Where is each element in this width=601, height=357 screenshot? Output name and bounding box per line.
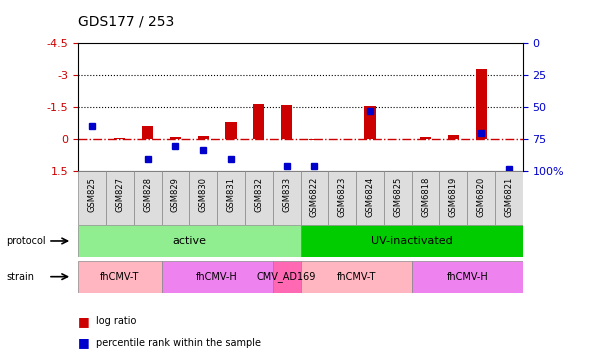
Text: GSM825: GSM825 xyxy=(88,177,97,212)
FancyBboxPatch shape xyxy=(384,171,412,225)
Bar xyxy=(225,122,237,139)
Text: ■: ■ xyxy=(78,336,90,349)
Text: strain: strain xyxy=(6,272,34,282)
Text: GSM6818: GSM6818 xyxy=(421,177,430,217)
Text: GSM6819: GSM6819 xyxy=(449,177,458,217)
Text: GSM831: GSM831 xyxy=(227,177,236,212)
Bar xyxy=(198,136,209,139)
Text: ■: ■ xyxy=(78,315,90,328)
FancyBboxPatch shape xyxy=(78,171,106,225)
Text: GSM6825: GSM6825 xyxy=(393,177,402,217)
FancyBboxPatch shape xyxy=(78,261,162,293)
Text: GSM827: GSM827 xyxy=(115,177,124,212)
FancyBboxPatch shape xyxy=(412,171,439,225)
FancyBboxPatch shape xyxy=(412,261,523,293)
Text: UV-inactivated: UV-inactivated xyxy=(371,236,453,246)
Bar xyxy=(309,139,320,140)
Bar xyxy=(364,106,376,139)
Text: GSM6821: GSM6821 xyxy=(504,177,513,217)
FancyBboxPatch shape xyxy=(189,171,217,225)
Text: GSM832: GSM832 xyxy=(254,177,263,212)
Text: GSM828: GSM828 xyxy=(143,177,152,212)
FancyBboxPatch shape xyxy=(300,261,412,293)
FancyBboxPatch shape xyxy=(273,171,300,225)
FancyBboxPatch shape xyxy=(217,171,245,225)
Text: GSM6823: GSM6823 xyxy=(338,177,347,217)
FancyBboxPatch shape xyxy=(162,261,273,293)
Bar xyxy=(281,105,292,139)
Text: fhCMV-T: fhCMV-T xyxy=(100,272,139,282)
Text: active: active xyxy=(172,236,206,246)
Text: GSM829: GSM829 xyxy=(171,177,180,212)
Text: fhCMV-H: fhCMV-H xyxy=(197,272,238,282)
Text: GDS177 / 253: GDS177 / 253 xyxy=(78,15,174,29)
Text: GSM830: GSM830 xyxy=(199,177,208,212)
FancyBboxPatch shape xyxy=(106,171,134,225)
Bar xyxy=(253,104,264,139)
Bar xyxy=(142,126,153,139)
Text: GSM833: GSM833 xyxy=(282,177,291,212)
FancyBboxPatch shape xyxy=(495,171,523,225)
Text: fhCMV-T: fhCMV-T xyxy=(337,272,376,282)
FancyBboxPatch shape xyxy=(273,261,300,293)
Text: protocol: protocol xyxy=(6,236,46,246)
Text: fhCMV-H: fhCMV-H xyxy=(447,272,488,282)
Text: GSM6822: GSM6822 xyxy=(310,177,319,217)
FancyBboxPatch shape xyxy=(245,171,273,225)
Bar xyxy=(420,137,431,139)
Text: GSM6824: GSM6824 xyxy=(365,177,374,217)
Text: GSM6820: GSM6820 xyxy=(477,177,486,217)
Text: percentile rank within the sample: percentile rank within the sample xyxy=(96,338,261,348)
Bar xyxy=(170,137,181,139)
FancyBboxPatch shape xyxy=(468,171,495,225)
Text: log ratio: log ratio xyxy=(96,316,136,326)
FancyBboxPatch shape xyxy=(162,171,189,225)
Bar xyxy=(114,138,126,139)
Text: CMV_AD169: CMV_AD169 xyxy=(257,271,316,282)
FancyBboxPatch shape xyxy=(300,225,523,257)
Bar xyxy=(448,135,459,139)
FancyBboxPatch shape xyxy=(439,171,468,225)
FancyBboxPatch shape xyxy=(328,171,356,225)
FancyBboxPatch shape xyxy=(134,171,162,225)
FancyBboxPatch shape xyxy=(300,171,328,225)
Bar xyxy=(475,69,487,139)
FancyBboxPatch shape xyxy=(78,225,300,257)
FancyBboxPatch shape xyxy=(356,171,384,225)
